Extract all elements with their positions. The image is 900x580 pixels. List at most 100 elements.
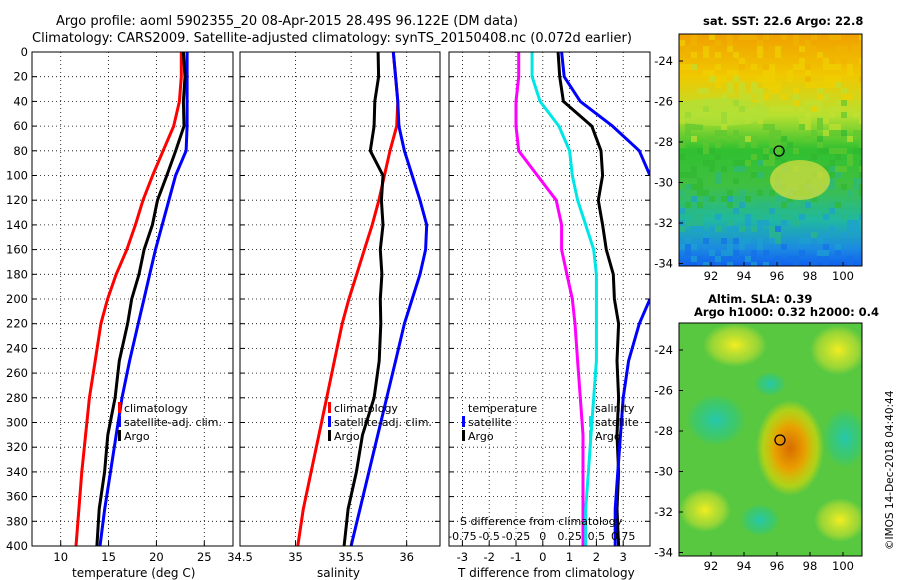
sst-cell xyxy=(829,172,835,178)
map-x-tick-label: 94 xyxy=(737,269,752,283)
sst-cell xyxy=(751,142,757,148)
sst-cell xyxy=(811,196,817,202)
sst-cell xyxy=(835,46,841,52)
temperature-legend: climatology satellite-adj. clim. Argo xyxy=(118,402,222,443)
series-line-satellite-adj-clim- xyxy=(98,52,189,546)
sst-cell xyxy=(817,136,823,142)
sla-low-3 xyxy=(823,408,862,468)
sst-cell xyxy=(859,136,862,142)
sst-cell xyxy=(799,208,805,214)
sst-cell xyxy=(841,184,847,190)
sst-cell xyxy=(787,142,793,148)
sst-cell xyxy=(799,118,805,124)
sst-cell xyxy=(709,160,715,166)
sst-cell xyxy=(721,94,727,100)
sst-cell xyxy=(763,70,769,76)
map-y-tick-label: -26 xyxy=(654,95,673,109)
sst-map-title: sat. SST: 22.6 Argo: 22.8 xyxy=(703,14,863,28)
x-tick-label: 3 xyxy=(620,550,627,564)
sst-cell xyxy=(739,202,745,208)
sst-cell xyxy=(805,238,811,244)
sst-cell xyxy=(727,40,733,46)
sst-cell xyxy=(703,142,709,148)
y-tick-label: 100 xyxy=(6,169,28,183)
sst-cell xyxy=(817,118,823,124)
legend-temperature-header: temperature xyxy=(468,402,537,415)
sst-cell xyxy=(775,232,781,238)
sst-cell xyxy=(859,214,862,220)
series-line-argo xyxy=(95,52,187,546)
map-x-tick-label: 100 xyxy=(832,559,854,573)
sst-cell xyxy=(727,250,733,256)
sst-cell xyxy=(841,232,847,238)
sst-cell xyxy=(769,160,775,166)
sst-cell xyxy=(835,250,841,256)
t-difference-axis-label: T difference from climatology xyxy=(457,566,635,580)
sst-cell xyxy=(691,64,697,70)
legend-s-satellite: satellite xyxy=(595,416,639,429)
sst-cell xyxy=(721,76,727,82)
sst-cell xyxy=(727,220,733,226)
sst-cell xyxy=(751,172,757,178)
sst-cell xyxy=(727,88,733,94)
sst-cell xyxy=(853,220,859,226)
sst-cell xyxy=(799,46,805,52)
sst-cell xyxy=(709,76,715,82)
sst-cell xyxy=(859,58,862,64)
sst-cell xyxy=(787,214,793,220)
sst-cell xyxy=(739,64,745,70)
sst-cell xyxy=(847,94,853,100)
sst-cell xyxy=(817,142,823,148)
sst-cell xyxy=(781,244,787,250)
sst-cell xyxy=(823,118,829,124)
sst-cell xyxy=(805,40,811,46)
sst-cell xyxy=(769,82,775,88)
x-tick-label: 36 xyxy=(399,550,414,564)
y-tick-label: 180 xyxy=(6,267,28,281)
sst-cell xyxy=(847,70,853,76)
legend-satellite: satellite-adj. clim. xyxy=(124,416,222,429)
sst-cell xyxy=(853,184,859,190)
y-tick-label: 60 xyxy=(13,119,28,133)
sst-cell xyxy=(841,58,847,64)
sst-cell xyxy=(769,208,775,214)
sst-cell xyxy=(751,52,757,58)
sst-cell xyxy=(703,262,709,266)
sst-cell xyxy=(805,202,811,208)
sst-cell xyxy=(781,202,787,208)
sst-cell xyxy=(721,238,727,244)
sst-cell xyxy=(817,88,823,94)
sst-cell xyxy=(733,250,739,256)
sst-cell xyxy=(763,202,769,208)
sst-cell xyxy=(799,214,805,220)
sst-cell xyxy=(859,94,862,100)
sst-cell xyxy=(769,142,775,148)
sst-cell xyxy=(739,190,745,196)
sst-cell xyxy=(703,88,709,94)
y-tick-label: 160 xyxy=(6,243,28,257)
sst-cell xyxy=(697,148,703,154)
sst-cell xyxy=(847,220,853,226)
sst-cell xyxy=(697,190,703,196)
sst-cell xyxy=(847,154,853,160)
sst-cell xyxy=(847,226,853,232)
sst-cell xyxy=(727,256,733,262)
map-x-tick-label: 100 xyxy=(832,269,854,283)
sst-cell xyxy=(709,70,715,76)
sst-cell xyxy=(757,202,763,208)
legend-climatology: climatology xyxy=(124,402,188,415)
sst-cell xyxy=(775,82,781,88)
sst-cell xyxy=(697,214,703,220)
sst-cell xyxy=(739,166,745,172)
x-tick-label: 35.5 xyxy=(338,550,364,564)
sst-cell xyxy=(775,46,781,52)
sst-cell xyxy=(769,76,775,82)
sst-cell xyxy=(715,52,721,58)
sst-cell xyxy=(835,172,841,178)
legend-swatch-satellite xyxy=(328,416,331,427)
sst-cell xyxy=(775,238,781,244)
salinity-axis-label: salinity xyxy=(317,566,360,580)
sst-cell xyxy=(805,100,811,106)
sst-cell xyxy=(829,226,835,232)
sst-cell xyxy=(853,148,859,154)
